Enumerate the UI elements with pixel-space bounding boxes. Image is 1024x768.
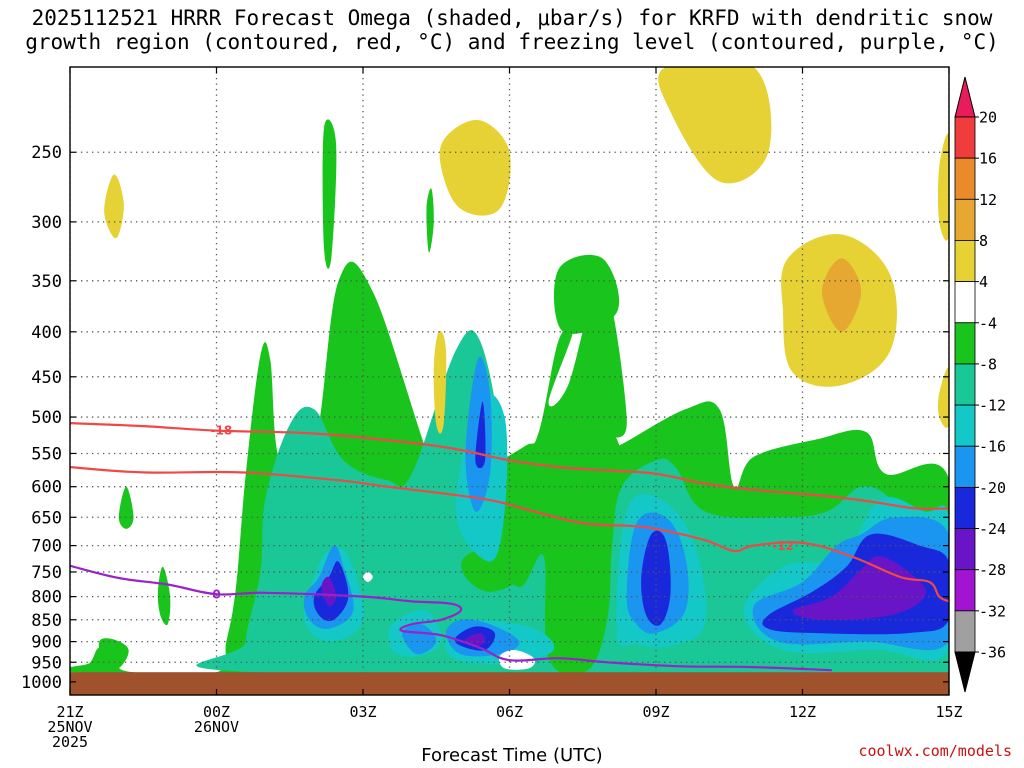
colorbar-band-7 [954,404,976,447]
ground-fill [70,672,949,695]
omega-region-27 [321,576,337,607]
colorbar-label-11: -28 [979,561,1006,579]
y-tick-label-450: 450 [31,368,62,388]
colorbar-band-5 [954,322,976,365]
omega-region-38 [937,367,949,428]
freezing-contour-0 [70,564,832,672]
y-tick-label-250: 250 [31,143,62,163]
site-credit: coolwx.com/models [858,742,1012,760]
colorbar-label-4: 4 [979,273,988,291]
contour-lines: -18 -12 0 [70,422,949,672]
colorbar-label-5: -4 [979,314,997,332]
x-tick-label-3-1: 26NOV [194,718,239,736]
colorbar-band-1 [954,157,976,200]
colorbar: 20 16 12 8 4 -4 -8 -12 -16 -20 -24 -28 -32 -36 [954,76,1006,693]
colorbar-band-6 [954,363,976,406]
colorbar-band-0 [954,116,976,159]
colorbar-label-6: -8 [979,355,997,373]
colorbar-band-11 [954,569,976,612]
dgz-contour-label-0: -18 [211,423,233,437]
grid-lines [70,67,949,695]
omega-region-33 [433,330,447,434]
colorbar-top-arrow [954,76,976,118]
y-tick-label-850: 850 [31,611,62,631]
y-tick-label-950: 950 [31,653,62,673]
y-tick-label-900: 900 [31,633,62,653]
y-tick-label-300: 300 [31,213,62,233]
x-tick-label-6-0: 03Z [349,703,376,721]
colorbar-label-7: -12 [979,397,1006,415]
colorbar-label-13: -36 [979,644,1006,662]
omega-region-35 [658,67,772,184]
colorbar-band-9 [954,486,976,529]
colorbar-label-12: -32 [979,602,1006,620]
y-tick-label-800: 800 [31,588,62,608]
y-tick-label-1000: 1000 [21,673,62,693]
x-tick-label-15-0: 12Z [789,703,816,721]
ground-layer [70,672,949,695]
omega-region-22 [475,401,486,469]
omega-region-5 [426,188,434,253]
omega-region-39 [822,258,862,332]
omega-region-3 [98,638,129,670]
omega-region-4 [322,119,337,269]
omega-region-32 [104,174,124,239]
colorbar-band-4 [954,281,976,324]
colorbar-label-8: -16 [979,438,1006,456]
y-tick-label-500: 500 [31,408,62,428]
omega-region-2 [157,566,171,626]
colorbar-band-2 [954,198,976,241]
colorbar-label-10: -24 [979,520,1006,538]
chart-title: 2025112521 HRRR Forecast Omega (shaded, … [0,6,1024,54]
x-tick-label-18-0: 15Z [935,703,962,721]
x-tick-label-0-1: 25NOV [47,718,92,736]
colorbar-label-3: 8 [979,232,988,250]
y-tick-label-550: 550 [31,444,62,464]
chart-title-line-1: 2025112521 HRRR Forecast Omega (shaded, … [31,6,993,30]
colorbar-band-8 [954,445,976,488]
dgz-contour-label-1: -12 [772,539,794,553]
omega-region-1 [118,486,134,529]
omega-region-34 [439,119,511,216]
colorbar-label-0: 20 [979,109,997,127]
omega-region-37 [937,133,949,241]
y-tick-label-350: 350 [31,272,62,292]
omega-region-25 [641,530,671,626]
y-tick-label-400: 400 [31,323,62,343]
omega-region-8 [461,544,520,592]
colorbar-label-9: -20 [979,479,1006,497]
omega-region-6 [553,254,620,334]
x-tick-label-9-0: 06Z [496,703,523,721]
dgz-contour-1 [70,466,949,603]
omega-region-30 [363,572,373,582]
y-tick-label-700: 700 [31,537,62,557]
y-tick-label-600: 600 [31,478,62,498]
y-tick-label-650: 650 [31,508,62,528]
chart-title-line-2: growth region (contoured, red, °C) and f… [25,30,999,54]
x-tick-label-12-0: 09Z [642,703,669,721]
colorbar-bottom-arrow [954,651,976,693]
x-tick-label-0-0: 21Z [56,703,83,721]
colorbar-label-1: 16 [979,150,997,168]
colorbar-label-2: 12 [979,191,997,209]
colorbar-band-12 [954,610,976,653]
x-tick-label-0-2: 2025 [52,733,88,751]
omega-region-29 [792,556,927,621]
dgz-contour-0 [70,422,949,510]
freezing-contour-label-0: 0 [212,588,220,602]
x-axis-label: Forecast Time (UTC) [421,745,603,766]
omega-region-28 [465,632,486,646]
x-tick-label-3-0: 00Z [203,703,230,721]
colorbar-band-10 [954,528,976,571]
y-tick-label-750: 750 [31,563,62,583]
colorbar-band-3 [954,240,976,283]
y-axis-ticks: 2503003504004505005506006507007508008509… [21,143,949,693]
